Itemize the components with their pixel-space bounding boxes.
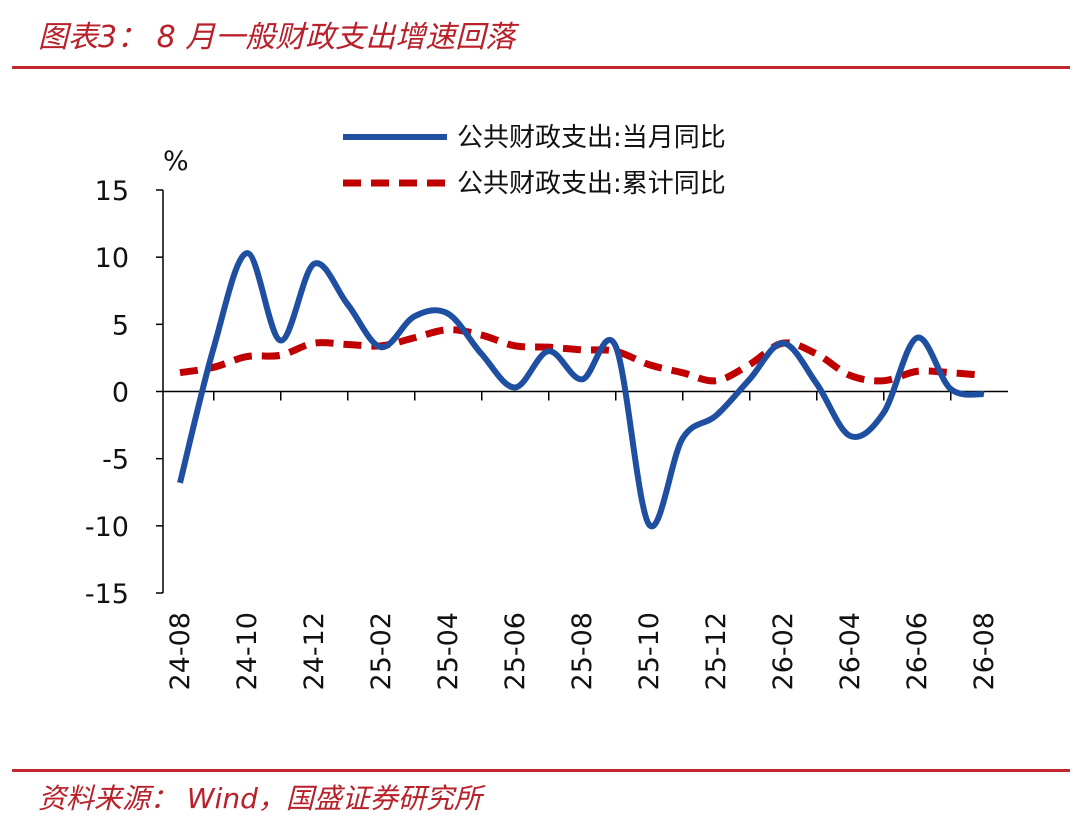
series-line-cumulative xyxy=(179,326,985,385)
x-tick-label: 25-06 xyxy=(500,612,531,690)
header-rule xyxy=(12,66,1070,69)
y-axis-label: % xyxy=(163,146,189,177)
y-tick-label: -10 xyxy=(85,512,129,543)
y-tick-label: 15 xyxy=(95,176,129,207)
chart-title: 图表3： 8 月一般财政支出增速回落 xyxy=(38,20,516,55)
x-tick-label: 26-02 xyxy=(768,612,799,690)
x-tick-label: 25-02 xyxy=(366,612,397,690)
x-tick-label: 25-04 xyxy=(433,612,464,690)
source-note: 资料来源： Wind，国盛证券研究所 xyxy=(38,782,482,815)
x-tick-label: 24-08 xyxy=(165,612,196,690)
y-tick-label: -15 xyxy=(85,579,129,610)
chart-series xyxy=(177,250,985,530)
y-tick-label: 0 xyxy=(112,378,129,409)
x-tick-label: 24-12 xyxy=(299,612,330,690)
x-tick-label: 24-10 xyxy=(232,612,263,690)
x-tick-label: 25-12 xyxy=(701,612,732,690)
legend-label-current: 公共财政支出:当月同比 xyxy=(457,123,726,153)
x-tick-label: 25-08 xyxy=(567,612,598,690)
y-tick-label: -5 xyxy=(102,445,129,476)
chart-axes: 15 10 5 0 -5 -10 -15 24-08 24-10 24-12 25-02 25-04 2… xyxy=(85,176,1008,690)
x-tick-label: 26-06 xyxy=(902,612,933,690)
x-tick-label: 26-04 xyxy=(835,612,866,690)
series-line-current xyxy=(177,250,985,530)
legend-label-cumulative: 公共财政支出:累计同比 xyxy=(457,169,726,199)
y-tick-label: 5 xyxy=(112,310,129,341)
x-tick-label: 25-10 xyxy=(634,612,665,690)
footer-rule xyxy=(12,769,1070,772)
x-tick-label: 26-08 xyxy=(969,612,1000,690)
y-tick-label: 10 xyxy=(95,243,129,274)
